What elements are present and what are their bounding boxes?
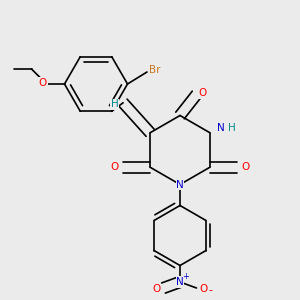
Text: +: + [182, 272, 189, 281]
Text: -: - [209, 285, 213, 296]
Text: O: O [153, 284, 161, 295]
Text: O: O [39, 77, 47, 88]
Text: N: N [176, 179, 184, 190]
Text: N: N [176, 277, 184, 287]
Text: N: N [218, 123, 225, 133]
Text: H: H [111, 99, 119, 109]
Text: H: H [228, 123, 236, 133]
Text: O: O [241, 162, 249, 172]
Text: Br: Br [149, 64, 160, 75]
Text: O: O [111, 162, 119, 172]
Text: O: O [199, 284, 207, 295]
Text: O: O [198, 88, 207, 98]
